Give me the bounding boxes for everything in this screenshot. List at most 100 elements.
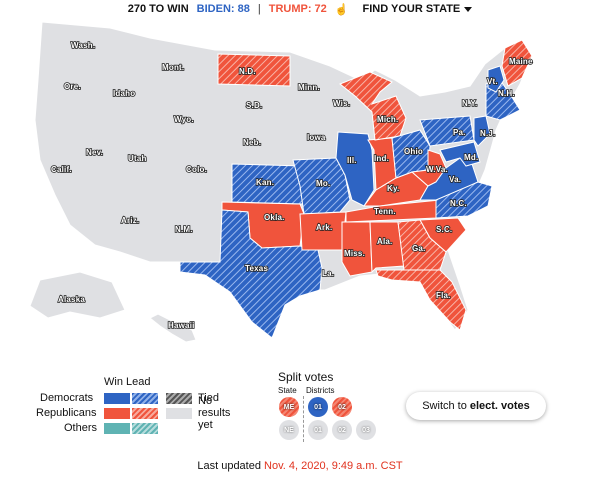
legend-others-label: Others	[64, 422, 98, 434]
state-label: W.Va.	[426, 165, 448, 174]
split-dot-me-d1[interactable]: 01	[308, 397, 328, 417]
state-label: Fla.	[436, 291, 451, 300]
state-label: Mich.	[377, 115, 398, 124]
split-dot-ne-d1[interactable]: 01	[308, 420, 328, 440]
state-shape-pa[interactable]	[419, 115, 475, 147]
split-votes-divider	[303, 396, 304, 442]
state-label: La.	[322, 269, 334, 278]
state-label: Idaho	[113, 89, 135, 98]
split-dot-ne[interactable]: NE	[279, 420, 299, 440]
state-label: S.D.	[246, 101, 262, 110]
state-shape-hi[interactable]	[149, 313, 197, 343]
state-label: N.J.	[480, 129, 495, 138]
state-label: Ark.	[316, 223, 332, 232]
legend-democrats-label: Democrats	[40, 392, 94, 404]
state-label: Va.	[449, 175, 461, 184]
state-label: Alaska	[58, 295, 85, 304]
legend-republicans-label: Republicans	[36, 407, 97, 419]
state-label: Texas	[245, 264, 268, 273]
pointer-hand-icon: ☝	[334, 3, 349, 16]
legend-others-lead-swatch	[132, 423, 158, 434]
state-label: Ohio	[404, 147, 423, 156]
win-threshold: 270 TO WIN	[127, 3, 189, 15]
state-label: Md.	[464, 153, 478, 162]
state-label: N.D.	[239, 67, 256, 76]
split-votes-title: Split votes	[278, 370, 334, 384]
legend-win-header: Win	[104, 376, 123, 388]
state-label: Vt.	[487, 77, 498, 86]
state-label: N.C.	[450, 199, 467, 208]
split-votes-state-label: State	[278, 386, 297, 395]
state-label: Ore.	[64, 82, 81, 91]
caret-down-icon	[464, 6, 473, 12]
split-votes-districts-label: Districts	[306, 386, 335, 395]
state-label: Neb.	[243, 138, 261, 147]
state-label: Maine	[509, 57, 533, 66]
state-label: Calif.	[51, 165, 72, 174]
state-label: Ga.	[412, 244, 426, 253]
legend-dem-lead-swatch	[132, 393, 158, 404]
split-dot-me-d2[interactable]: 02	[332, 397, 352, 417]
split-votes-panel: Split votes State Districts ME 01 02 NE …	[276, 370, 386, 442]
state-label: Wash.	[71, 41, 95, 50]
legend-tied-swatch	[166, 393, 192, 404]
state-label: Ala.	[377, 237, 392, 246]
biden-count: BIDEN: 88	[196, 3, 250, 15]
switch-button-bold-label: elect. votes	[469, 400, 530, 412]
state-shape-ak[interactable]	[29, 271, 126, 319]
state-label: Wyo.	[174, 115, 194, 124]
us-election-map: Wash. Ore. Calif. Idaho Nev. Utah Ariz. …	[29, 21, 534, 343]
legend-no-results-label: No results yet	[198, 395, 231, 431]
legend-dem-win-swatch	[104, 393, 130, 404]
results-header: 270 TO WIN BIDEN: 88 | TRUMP: 72 ☝ FIND …	[0, 0, 600, 18]
last-updated: Last updated Nov. 4, 2020, 9:49 a.m. CST	[0, 460, 600, 472]
state-shape-ms[interactable]	[341, 221, 373, 277]
state-label: N.Y.	[462, 99, 477, 108]
state-label: Iowa	[307, 133, 326, 142]
legend-rep-lead-swatch	[132, 408, 158, 419]
state-shape-nc[interactable]	[435, 181, 493, 219]
state-shape-me[interactable]	[501, 39, 533, 87]
legend-others-win-swatch	[104, 423, 130, 434]
state-label: Mont.	[162, 63, 184, 72]
split-dot-me[interactable]: ME	[279, 397, 299, 417]
last-updated-label: Last updated	[197, 460, 261, 472]
state-label: Mo.	[316, 179, 330, 188]
state-label: Ind.	[374, 154, 389, 163]
legend-tied-label: Tied	[198, 392, 219, 404]
state-shape-fl[interactable]	[375, 269, 467, 331]
legend-lead-header: Lead	[126, 376, 151, 388]
state-shape-tx[interactable]	[179, 209, 323, 339]
state-label: Hawaii	[168, 321, 195, 330]
legend-no-results-swatch	[166, 408, 192, 419]
state-label: Wis.	[333, 99, 350, 108]
state-shape-vt[interactable]	[487, 65, 505, 93]
state-label: S.C.	[436, 225, 452, 234]
switch-button-prefix: Switch to	[422, 400, 467, 412]
state-shape-mi[interactable]	[339, 71, 407, 141]
state-label: Colo.	[186, 165, 207, 174]
state-label: Minn.	[298, 83, 320, 92]
last-updated-timestamp: Nov. 4, 2020, 9:49 a.m. CST	[264, 460, 403, 472]
state-label: Utah	[128, 154, 147, 163]
find-your-state-label: FIND YOUR STATE	[362, 3, 461, 15]
state-label: Kan.	[256, 178, 274, 187]
split-dot-ne-d2[interactable]: 02	[332, 420, 352, 440]
state-label: Ill.	[347, 156, 357, 165]
find-your-state-dropdown[interactable]: FIND YOUR STATE	[362, 3, 473, 15]
state-label: Ky.	[387, 184, 399, 193]
state-label: Miss.	[344, 249, 365, 258]
switch-to-electoral-votes-button[interactable]: Switch to elect. votes	[406, 392, 546, 420]
state-label: Pa.	[453, 128, 466, 137]
state-shape-nj[interactable]	[473, 115, 491, 147]
split-dot-ne-d3[interactable]: 03	[356, 420, 376, 440]
legend-rep-win-swatch	[104, 408, 130, 419]
state-label: Okla.	[264, 213, 285, 222]
state-shape-al[interactable]	[369, 221, 405, 274]
state-shape-md[interactable]	[439, 141, 481, 167]
state-label: Nev.	[86, 148, 103, 157]
state-label: Ariz.	[121, 216, 139, 225]
state-label: N.H.	[498, 89, 515, 98]
state-shape-nd[interactable]	[217, 53, 291, 87]
state-label: N.M.	[175, 225, 193, 234]
